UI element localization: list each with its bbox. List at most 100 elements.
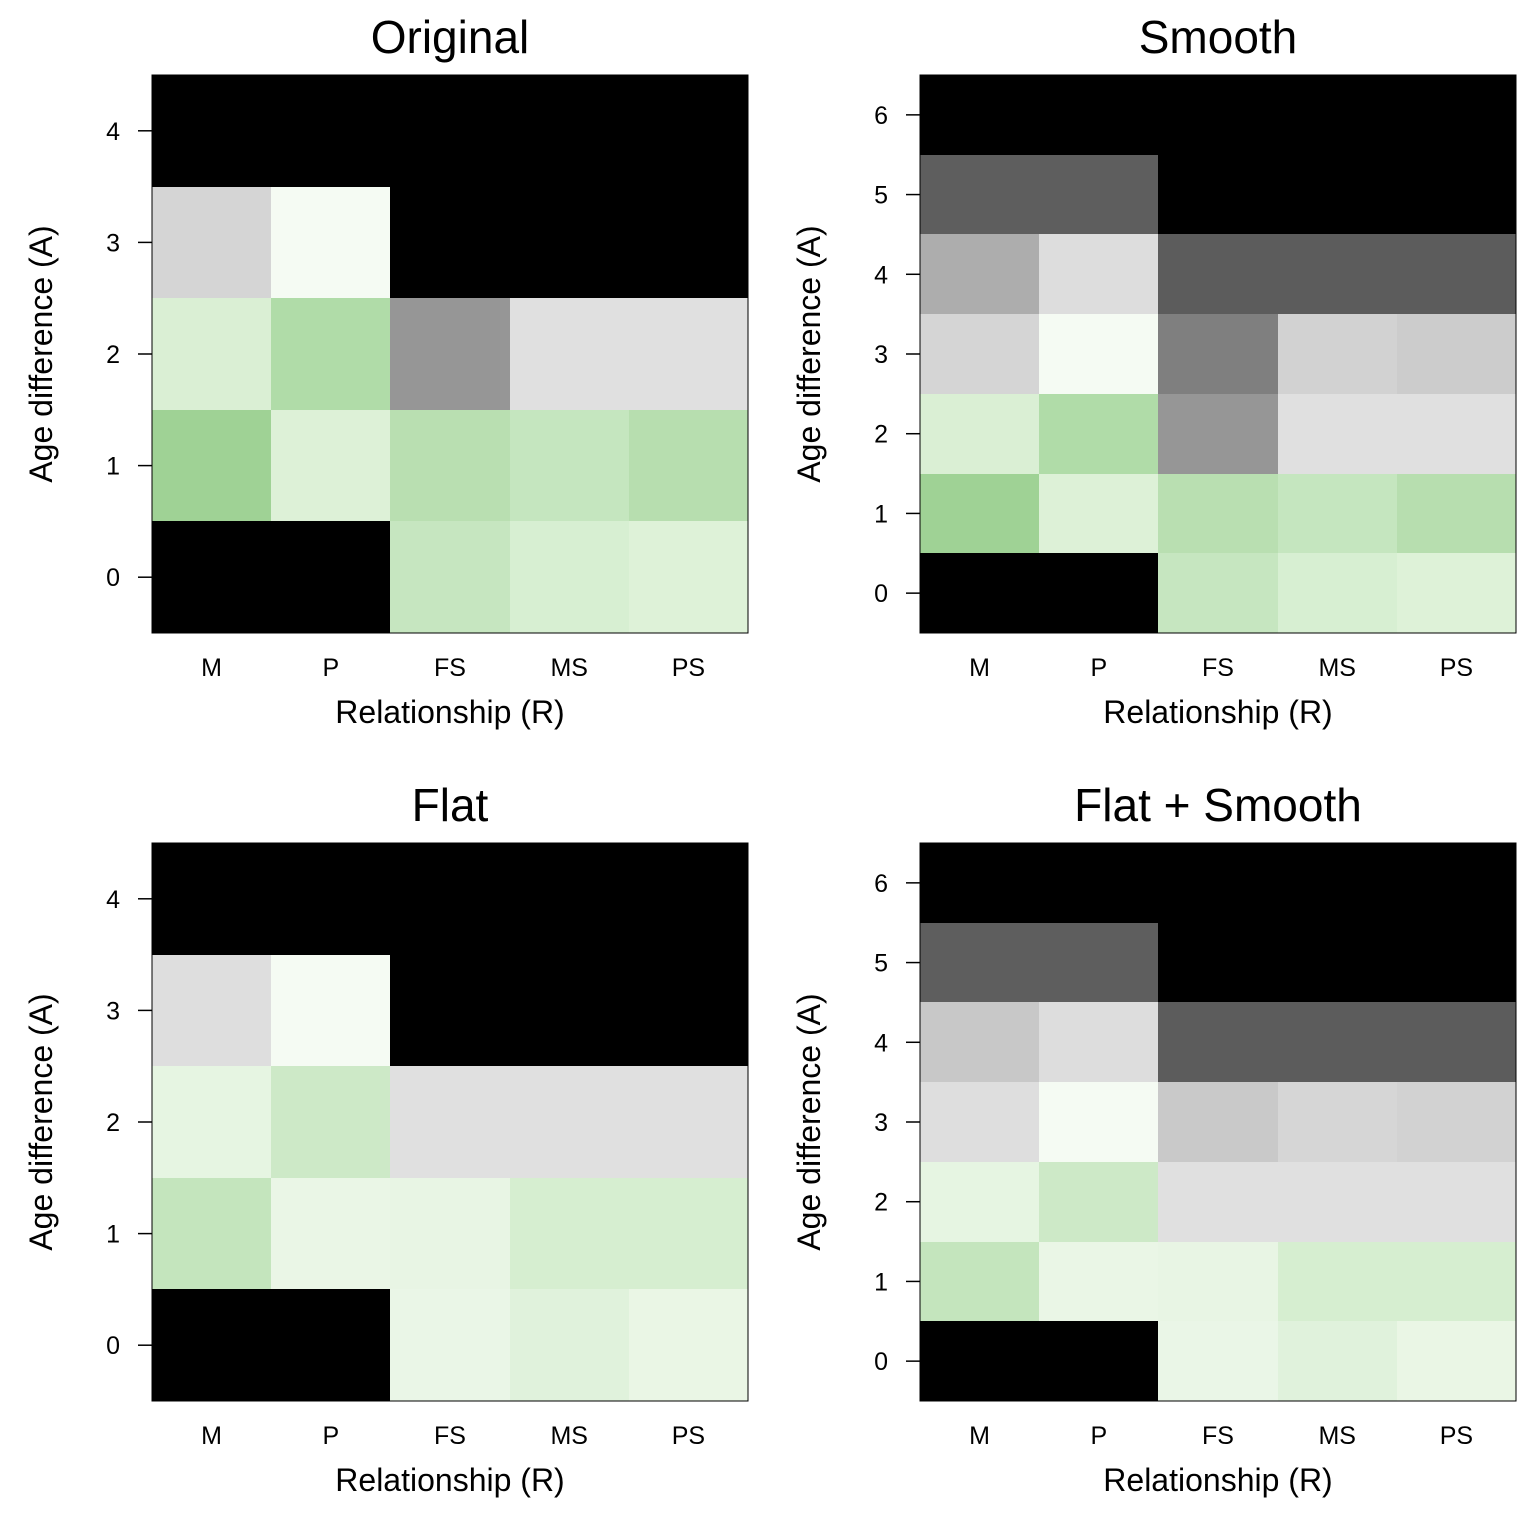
heatmap-cell [1278,843,1397,923]
heatmap-cell [152,298,271,410]
y-axis-label: Age difference (A) [23,993,59,1250]
heatmap-cell [920,394,1039,474]
y-tick-label: 2 [874,421,888,449]
heatmap-cell [1158,75,1278,155]
heatmap-cell [629,75,748,187]
heatmap-cell [1397,843,1516,923]
heatmap-cell [1397,474,1516,553]
x-tick-label: PS [1440,1422,1473,1450]
x-tick-label: M [969,1422,990,1450]
x-axis-label: Relationship (R) [335,694,564,730]
heatmap-cell [1039,314,1158,394]
heatmap-cell [1278,1082,1397,1162]
heatmap-cell [390,843,510,955]
heatmap-cell [1397,1162,1516,1242]
heatmap-cell [1039,843,1158,923]
heatmap-cell [1397,1242,1516,1321]
heatmap-cell [1158,155,1278,234]
heatmap-cell [1158,474,1278,553]
y-tick-label: 4 [874,1029,888,1057]
heatmap-cell [1278,75,1397,155]
heatmap-cell [1397,1082,1516,1162]
heatmap-cell [920,1002,1039,1082]
heatmap-cell [1158,314,1278,394]
heatmap-cell [510,1066,629,1178]
heatmap-cell [1278,155,1397,234]
heatmap-cell [271,1066,390,1178]
y-tick-label: 5 [874,950,888,978]
y-tick-label: 3 [106,229,120,257]
heatmap-cell [1278,923,1397,1002]
heatmap-cell [920,923,1039,1002]
heatmap-cell [390,298,510,410]
heatmap-cell [1039,394,1158,474]
heatmap-cell [271,75,390,187]
heatmap-cell [390,75,510,187]
y-tick-label: 1 [106,1221,120,1249]
heatmap-cell [629,843,748,955]
heatmap-cell [152,1289,271,1401]
heatmap-cell [1158,394,1278,474]
heatmap-cell [1278,553,1397,633]
x-axis-label: Relationship (R) [1103,694,1332,730]
heatmap-cell [510,1178,629,1289]
heatmap-cells [920,75,1516,633]
heatmap-cell [1158,923,1278,1002]
y-tick-label: 2 [106,1109,120,1137]
heatmap-cell [152,955,271,1066]
heatmap-cell [390,521,510,633]
heatmap-cell [1158,1082,1278,1162]
heatmap-cell [510,843,629,955]
heatmap-cell [1039,75,1158,155]
heatmap-cell [920,75,1039,155]
heatmap-cell [510,1289,629,1401]
heatmap-cell [1397,394,1516,474]
heatmap-cell [1039,1162,1158,1242]
x-tick-label: P [322,654,339,682]
heatmap-cell [1397,314,1516,394]
heatmap-cell [629,410,748,521]
x-axis-label: Relationship (R) [1103,1462,1332,1498]
x-tick-label: MS [1318,654,1356,682]
heatmap-cells [152,843,748,1401]
heatmap-cell [152,187,271,298]
heatmap-cell [1039,1002,1158,1082]
heatmap-cell [152,1066,271,1178]
y-axis-label: Age difference (A) [791,993,827,1250]
heatmap-cell [390,1178,510,1289]
heatmap-cell [920,1162,1039,1242]
heatmap-cell [152,843,271,955]
x-tick-label: PS [672,654,705,682]
heatmap-cell [920,1082,1039,1162]
heatmap-cell [271,955,390,1066]
x-tick-label: MS [550,654,588,682]
heatmap-cell [1397,553,1516,633]
heatmap-cell [510,410,629,521]
heatmap-cell [1158,1242,1278,1321]
y-tick-label: 3 [874,341,888,369]
heatmap-cell [1039,1082,1158,1162]
y-tick-label: 4 [106,886,120,914]
panel-title: Flat [412,779,489,831]
heatmap-cell [920,553,1039,633]
x-tick-label: FS [434,654,466,682]
x-tick-label: M [969,654,990,682]
x-tick-label: FS [434,1422,466,1450]
heatmap-cell [1397,155,1516,234]
panel-title: Smooth [1139,11,1298,63]
heatmap-cell [1278,474,1397,553]
heatmap-cell [1039,474,1158,553]
heatmap-cell [1397,1321,1516,1401]
y-tick-label: 6 [874,102,888,130]
heatmap-cell [1278,394,1397,474]
heatmap-cell [1158,553,1278,633]
heatmap-cell [1278,1242,1397,1321]
y-tick-label: 2 [106,341,120,369]
heatmap-cell [510,955,629,1066]
x-tick-label: FS [1202,654,1234,682]
heatmap-cell [629,521,748,633]
y-tick-label: 0 [874,580,888,608]
heatmap-cell [271,843,390,955]
heatmap-cell [510,298,629,410]
heatmap-cell [1039,155,1158,234]
